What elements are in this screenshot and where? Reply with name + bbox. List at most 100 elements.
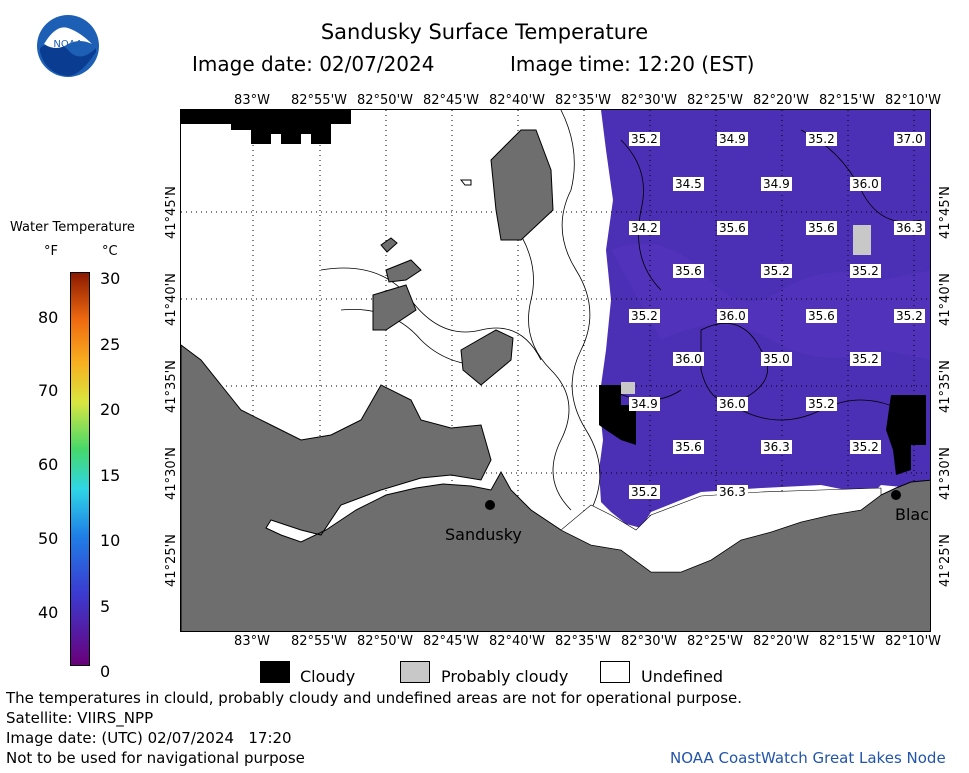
temperature-label: 35.2 (761, 264, 792, 278)
lon-label-top: 82°40'W (488, 93, 545, 108)
image-time: Image time: 12:20 (EST) (510, 52, 755, 76)
legend-probably-cloudy: Probably cloudy (441, 667, 569, 686)
lon-label-top: 82°20'W (752, 93, 809, 108)
cloud-region-north (181, 110, 351, 144)
scale-f-label: 70 (38, 381, 59, 400)
legend-undefined-swatch (600, 661, 630, 683)
scale-c-label: 30 (100, 269, 121, 288)
cloud-region-center (599, 385, 636, 445)
lat-label-right: 41°35'N (938, 360, 953, 413)
temperature-label: 35.2 (806, 397, 837, 411)
temperature-label: 35.2 (629, 485, 660, 499)
noaa-logo: NOAA (37, 15, 99, 77)
lon-label-bottom: 82°50'W (356, 634, 413, 649)
lon-label-top: 82°50'W (356, 93, 413, 108)
lon-label-bottom: 82°30'W (620, 634, 677, 649)
color-scale-bar (70, 272, 90, 666)
temperature-label: 36.3 (894, 221, 925, 235)
lon-label-top: 82°10'W (884, 93, 941, 108)
temperature-label: 37.0 (894, 132, 925, 146)
temperature-label: 34.9 (629, 397, 660, 411)
scale-f-label: 50 (38, 529, 59, 548)
lon-label-top: 82°25'W (686, 93, 743, 108)
temperature-label: 35.2 (806, 132, 837, 146)
temperature-label: 34.9 (717, 132, 748, 146)
lat-label-right: 41°30'N (938, 447, 953, 500)
lon-label-top: 82°55'W (290, 93, 347, 108)
footer-credit: NOAA CoastWatch Great Lakes Node (670, 749, 946, 767)
temperature-label: 35.2 (850, 352, 881, 366)
lon-label-bottom: 82°25'W (686, 634, 743, 649)
lat-label-left: 41°35'N (164, 360, 179, 413)
legend-undefined: Undefined (641, 667, 724, 686)
noaa-logo-text: NOAA (53, 39, 82, 50)
scale-f-label: 60 (38, 455, 59, 474)
island-south-bass (372, 284, 417, 331)
footer-nav-warning: Not to be used for navigational purpose (6, 749, 305, 767)
scale-unit-f: °F (44, 244, 58, 259)
lon-label-bottom: 82°35'W (554, 634, 611, 649)
scale-c-label: 25 (100, 334, 121, 354)
temperature-label: 36.0 (850, 177, 881, 191)
lon-label-top: 82°35'W (554, 93, 611, 108)
lat-label-right: 41°45'N (938, 186, 953, 239)
temperature-label: 35.6 (673, 440, 704, 454)
cloud-region-east (886, 395, 926, 475)
temperature-label: 36.3 (717, 485, 748, 499)
temperature-label: 35.2 (629, 132, 660, 146)
lat-label-right: 41°40'N (938, 273, 953, 326)
temperature-label: 34.9 (761, 177, 792, 191)
temperature-label: 35.6 (717, 221, 748, 235)
temperature-label: 35.2 (850, 264, 881, 278)
scale-f-label: 40 (38, 603, 59, 622)
temperature-label: 35.2 (850, 440, 881, 454)
scale-c-label: 15 (100, 465, 121, 485)
footer-utc-date: Image date: (UTC) 02/07/2024 17:20 (6, 729, 292, 747)
lon-label-bottom: 82°45'W (422, 634, 479, 649)
temperature-label: 35.6 (673, 264, 704, 278)
scale-c-label: 20 (100, 400, 121, 419)
temperature-label: 35.2 (894, 309, 925, 323)
legend-probably-cloudy-swatch (400, 661, 430, 683)
scale-c-label: 5 (100, 596, 111, 616)
lon-label-bottom: 82°40'W (488, 634, 545, 649)
lat-label-right: 41°25'N (938, 534, 953, 587)
sandusky-marker (485, 500, 495, 510)
scale-unit-c: °C (102, 244, 118, 259)
temperature-label: 36.0 (673, 352, 704, 366)
temperature-label: 35.6 (806, 309, 837, 323)
lon-label-bottom: 83°W (234, 634, 270, 649)
lon-label-bottom: 82°15'W (818, 634, 875, 649)
legend-cloudy: Cloudy (300, 667, 356, 686)
map-title: Sandusky Surface Temperature (320, 20, 649, 44)
lon-label-bottom: 82°55'W (290, 634, 347, 649)
temperature-label: 36.3 (761, 440, 792, 454)
lat-label-left: 41°45'N (164, 186, 179, 239)
scale-c-label: 10 (100, 531, 121, 550)
temperature-label: 35.2 (629, 309, 660, 323)
lon-label-top: 82°30'W (620, 93, 677, 108)
label-sandusky: Sandusky (445, 525, 522, 544)
lat-label-left: 41°30'N (164, 447, 179, 500)
temperature-label: 34.2 (629, 221, 660, 235)
island-kelleys (490, 129, 554, 241)
blac-marker (891, 490, 901, 500)
footer-satellite: Satellite: VIIRS_NPP (6, 709, 154, 727)
lon-label-bottom: 82°10'W (884, 634, 941, 649)
lon-label-top: 82°45'W (422, 93, 479, 108)
label-blac: Blac (895, 505, 930, 524)
legend-cloudy-swatch (260, 661, 290, 683)
image-date: Image date: 02/07/2024 (192, 52, 435, 76)
island-marblehead (460, 329, 514, 386)
scale-c-label: 0 (100, 662, 111, 681)
temperature-label: 35.6 (806, 221, 837, 235)
map-area: 35.2 34.9 35.2 37.0 34.5 34.9 36.0 34.2 35.6 35.6… (180, 109, 931, 632)
temperature-label: 35.0 (761, 352, 792, 366)
footer-disclaimer: The temperatures in clould, probably clo… (6, 689, 743, 707)
probably-cloudy-patch (853, 225, 871, 255)
map-svg (181, 110, 930, 631)
scale-title: Water Temperature (10, 220, 135, 235)
lon-label-top: 82°15'W (818, 93, 875, 108)
lon-label-bottom: 82°20'W (752, 634, 809, 649)
temperature-label: 34.5 (673, 177, 704, 191)
